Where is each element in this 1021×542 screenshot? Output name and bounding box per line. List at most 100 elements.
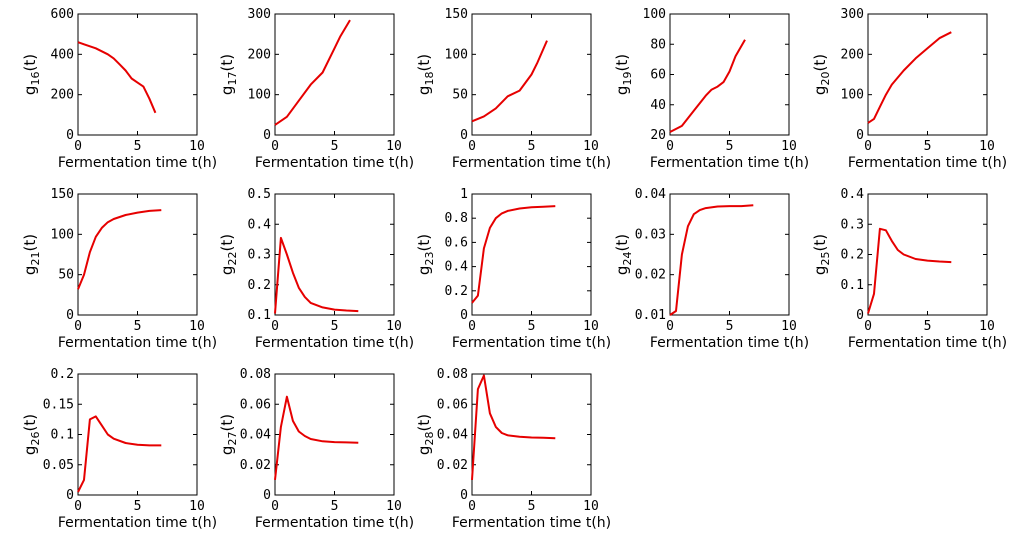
- y-label-tail: (t): [415, 414, 433, 432]
- series-line: [867, 31, 952, 124]
- y-tick-label: 0: [66, 488, 74, 503]
- y-label-tail: (t): [21, 234, 39, 252]
- y-label-subscript: 18: [423, 72, 436, 86]
- y-tick-label: 0: [66, 128, 74, 143]
- x-tick-label: 0: [864, 319, 872, 334]
- y-label-tail: (t): [218, 54, 236, 72]
- x-tick-label: 10: [979, 319, 995, 334]
- x-tick-label: 10: [386, 139, 402, 154]
- x-tick-label: 10: [386, 319, 402, 334]
- y-tick-label: 0.1: [841, 278, 864, 293]
- y-tick-label: 100: [51, 227, 74, 242]
- y-label-subscript: 21: [29, 252, 42, 266]
- subplot-10: 0 5 10 0 0.1 0.2 0.3 0.4 Fermentation time t(h) g…: [811, 187, 1007, 351]
- axes-box: [471, 193, 592, 316]
- y-tick-label: 0.06: [437, 397, 468, 412]
- x-axis-label: Fermentation time t(h): [58, 515, 217, 531]
- y-tick-label: 0.06: [240, 397, 271, 412]
- y-label-base: g: [415, 266, 433, 276]
- y-axis-label: g18(t): [415, 54, 436, 95]
- x-tick-label: 0: [468, 499, 476, 514]
- y-label-base: g: [21, 266, 39, 276]
- x-tick-label: 0: [468, 139, 476, 154]
- x-tick-label: 0: [271, 499, 279, 514]
- x-axis-label: Fermentation time t(h): [452, 515, 611, 531]
- y-tick-label: 50: [452, 88, 468, 103]
- x-tick-label: 0: [74, 499, 82, 514]
- y-label-subscript: 28: [423, 432, 436, 446]
- y-axis-label: g16(t): [21, 54, 42, 95]
- x-tick-label: 5: [331, 319, 339, 334]
- x-axis-label: Fermentation time t(h): [58, 155, 217, 171]
- series-line: [77, 209, 162, 290]
- x-axis-label: Fermentation time t(h): [452, 155, 611, 171]
- x-tick-label: 10: [583, 319, 599, 334]
- y-label-base: g: [811, 86, 829, 96]
- y-axis-label: g24(t): [613, 234, 634, 275]
- y-label-tail: (t): [21, 54, 39, 72]
- x-tick-label: 10: [583, 139, 599, 154]
- x-tick-label: 5: [528, 319, 536, 334]
- x-tick-label: 10: [583, 499, 599, 514]
- y-tick-label: 0.4: [445, 260, 469, 275]
- x-tick-label: 5: [134, 499, 142, 514]
- y-axis-label: g27(t): [218, 414, 239, 455]
- y-label-subscript: 22: [226, 252, 239, 266]
- y-tick-label: 0.2: [51, 367, 74, 382]
- y-label-base: g: [218, 446, 236, 456]
- y-tick-label: 300: [841, 7, 864, 22]
- x-tick-label: 10: [781, 139, 797, 154]
- y-tick-label: 0.1: [248, 308, 271, 323]
- y-tick-label: 0: [460, 488, 468, 503]
- y-label-base: g: [613, 266, 631, 276]
- y-tick-label: 0.4: [248, 217, 272, 232]
- y-label-tail: (t): [811, 234, 829, 252]
- y-tick-label: 100: [643, 7, 666, 22]
- y-tick-label: 0.02: [240, 458, 271, 473]
- x-tick-label: 10: [189, 139, 205, 154]
- y-tick-label: 0.2: [445, 284, 468, 299]
- series-line: [77, 415, 162, 493]
- y-tick-label: 0.04: [437, 428, 468, 443]
- x-tick-label: 0: [666, 319, 674, 334]
- y-tick-label: 0.04: [240, 428, 271, 443]
- y-axis-label: g22(t): [218, 234, 239, 275]
- y-tick-label: 0.04: [635, 187, 666, 202]
- y-label-base: g: [415, 446, 433, 456]
- y-tick-label: 1: [460, 187, 468, 202]
- y-tick-label: 0.6: [445, 235, 468, 250]
- y-label-base: g: [21, 86, 39, 96]
- x-tick-label: 0: [271, 139, 279, 154]
- subplot-8: 0 5 10 0 0.2 0.4 0.6 0.8 1 Fermentation time t(h)…: [415, 187, 611, 351]
- series-line: [867, 227, 952, 314]
- x-tick-label: 5: [726, 319, 734, 334]
- y-tick-label: 200: [248, 47, 271, 62]
- y-tick-label: 150: [445, 7, 468, 22]
- y-tick-label: 0.3: [248, 248, 271, 263]
- y-label-tail: (t): [613, 54, 631, 72]
- axes-box: [669, 193, 790, 316]
- y-tick-label: 0.2: [841, 248, 864, 263]
- y-axis-label: g21(t): [21, 234, 42, 275]
- series-line: [471, 40, 548, 123]
- x-tick-label: 5: [726, 139, 734, 154]
- series-line: [471, 374, 556, 480]
- y-tick-label: 0: [856, 308, 864, 323]
- y-label-subscript: 19: [621, 72, 634, 86]
- x-tick-label: 5: [528, 499, 536, 514]
- subplot-11: 0 5 10 0 0.05 0.1 0.15 0.2 Fermentation time t(h…: [21, 367, 217, 531]
- y-axis-label: g26(t): [21, 414, 42, 455]
- axes-box: [867, 13, 988, 136]
- y-axis-label: g25(t): [811, 234, 832, 275]
- x-tick-label: 0: [74, 319, 82, 334]
- x-axis-label: Fermentation time t(h): [255, 155, 414, 171]
- x-axis-label: Fermentation time t(h): [650, 335, 809, 351]
- y-tick-label: 400: [51, 47, 74, 62]
- x-axis-label: Fermentation time t(h): [255, 335, 414, 351]
- y-tick-label: 600: [51, 7, 74, 22]
- y-label-base: g: [218, 86, 236, 96]
- y-tick-label: 0.5: [248, 187, 271, 202]
